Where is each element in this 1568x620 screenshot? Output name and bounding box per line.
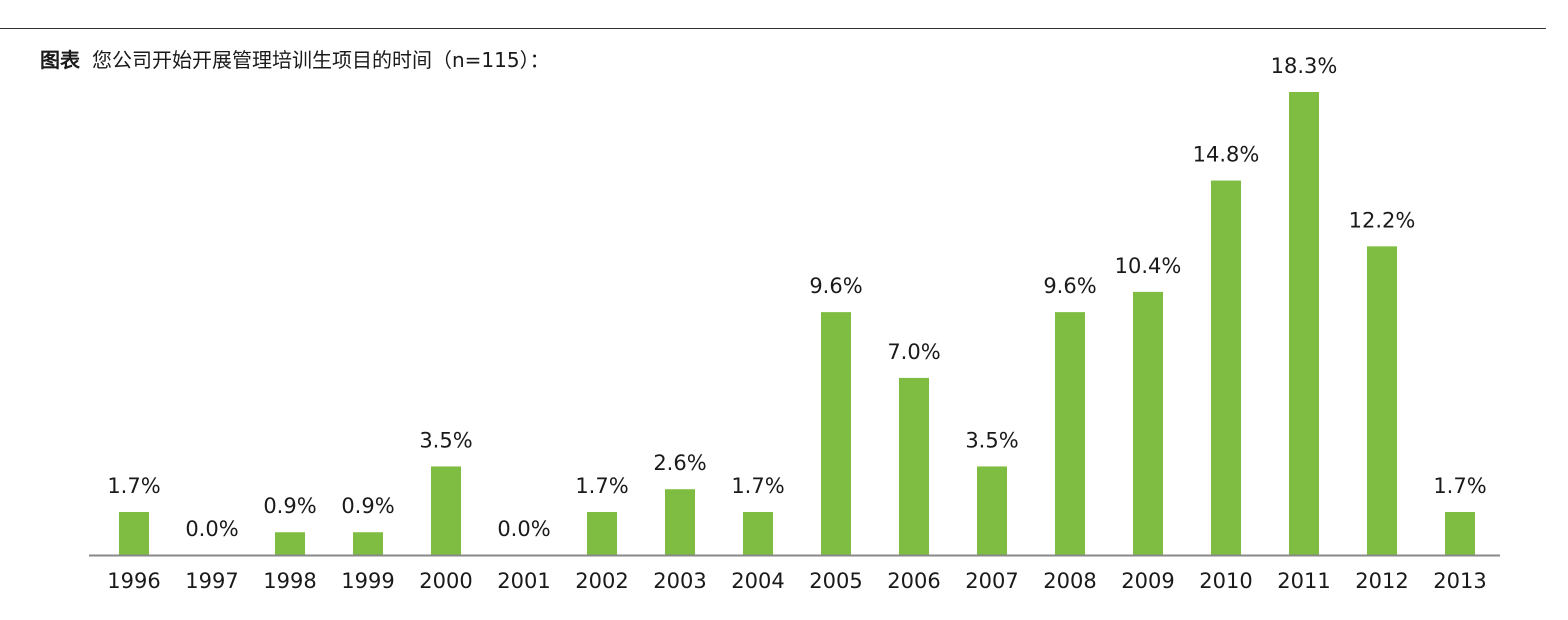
- figure-prefix: 图表: [40, 48, 80, 72]
- bar-2006: [899, 377, 929, 555]
- data-label-1996: 1.7%: [107, 474, 160, 498]
- chart-title: 您公司开始开展管理培训生项目的时间（n=115）：: [92, 48, 550, 72]
- bar-1999: [353, 532, 383, 555]
- data-label-2010: 14.8%: [1193, 143, 1260, 167]
- data-label-2009: 10.4%: [1115, 254, 1182, 278]
- data-label-2005: 9.6%: [809, 274, 862, 298]
- x-tick-label-2005: 2005: [809, 569, 862, 593]
- data-label-2001: 0.0%: [497, 517, 550, 541]
- bar-1996: [119, 511, 149, 555]
- x-tick-label-2007: 2007: [965, 569, 1018, 593]
- x-tick-label-2006: 2006: [887, 569, 940, 593]
- data-label-1998: 0.9%: [263, 494, 316, 518]
- bar-2003: [665, 489, 695, 555]
- data-label-2000: 3.5%: [419, 428, 472, 452]
- bar-2008: [1055, 312, 1085, 555]
- x-tick-label-2009: 2009: [1121, 569, 1174, 593]
- data-label-2002: 1.7%: [575, 474, 628, 498]
- bar-2000: [431, 466, 461, 555]
- data-label-2004: 1.7%: [731, 474, 784, 498]
- bar-2010: [1211, 180, 1241, 555]
- x-tick-label-2008: 2008: [1043, 569, 1096, 593]
- data-label-2006: 7.0%: [887, 340, 940, 364]
- figure-caption: 图表 您公司开始开展管理培训生项目的时间（n=115）：: [40, 46, 550, 74]
- bar-2007: [977, 466, 1007, 555]
- x-tick-label-1999: 1999: [341, 569, 394, 593]
- bar-1998: [275, 532, 305, 555]
- x-tick-label-2001: 2001: [497, 569, 550, 593]
- x-tick-label-2010: 2010: [1199, 569, 1252, 593]
- data-label-2007: 3.5%: [965, 428, 1018, 452]
- x-tick-label-2012: 2012: [1355, 569, 1408, 593]
- bar-2002: [587, 511, 617, 555]
- bar-2009: [1133, 291, 1163, 555]
- x-tick-label-1996: 1996: [107, 569, 160, 593]
- x-tick-label-2002: 2002: [575, 569, 628, 593]
- bar-2012: [1367, 246, 1397, 555]
- bar-2011: [1289, 92, 1319, 555]
- x-tick-label-1998: 1998: [263, 569, 316, 593]
- bar-2004: [743, 511, 773, 555]
- x-tick-label-1997: 1997: [185, 569, 238, 593]
- x-tick-label-2003: 2003: [653, 569, 706, 593]
- data-label-2008: 9.6%: [1043, 274, 1096, 298]
- data-label-1999: 0.9%: [341, 494, 394, 518]
- top-rule: [0, 28, 1546, 29]
- x-tick-label-2013: 2013: [1433, 569, 1486, 593]
- data-label-1997: 0.0%: [185, 517, 238, 541]
- bar-2013: [1445, 511, 1475, 555]
- data-label-2011: 18.3%: [1271, 54, 1338, 78]
- x-tick-label-2011: 2011: [1277, 569, 1330, 593]
- x-tick-label-2000: 2000: [419, 569, 472, 593]
- bar-2005: [821, 312, 851, 555]
- data-label-2013: 1.7%: [1433, 474, 1486, 498]
- x-tick-label-2004: 2004: [731, 569, 784, 593]
- data-label-2003: 2.6%: [653, 451, 706, 475]
- data-label-2012: 12.2%: [1349, 208, 1416, 232]
